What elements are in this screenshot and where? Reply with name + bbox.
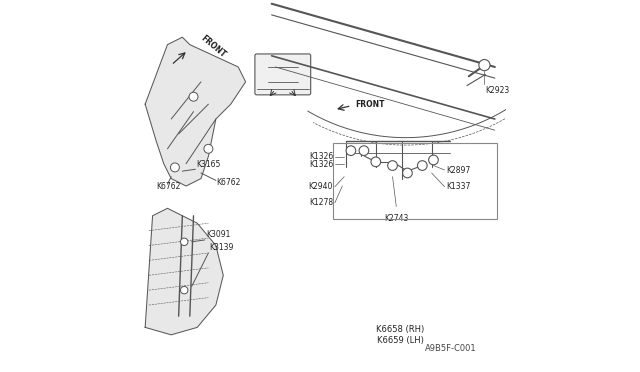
Text: A9B5F-C001: A9B5F-C001 [424, 344, 476, 353]
Text: K1278: K1278 [309, 198, 333, 207]
Circle shape [359, 146, 369, 155]
Text: K2897: K2897 [447, 166, 471, 174]
Circle shape [388, 161, 397, 170]
Bar [333, 143, 497, 219]
Text: K1337: K1337 [447, 182, 471, 191]
Text: K6762: K6762 [156, 182, 180, 191]
Text: K2923: K2923 [486, 86, 510, 94]
Polygon shape [145, 208, 223, 335]
Text: K6659 (LH): K6659 (LH) [376, 336, 424, 345]
Text: K1326: K1326 [308, 153, 333, 161]
Circle shape [429, 155, 438, 165]
Circle shape [346, 146, 356, 155]
Text: K3139: K3139 [209, 243, 234, 252]
Circle shape [417, 161, 427, 170]
Text: K6658 (RH): K6658 (RH) [376, 325, 424, 334]
Text: K1326: K1326 [308, 160, 333, 169]
Circle shape [479, 60, 490, 71]
FancyBboxPatch shape [255, 54, 310, 95]
Circle shape [170, 163, 179, 172]
Text: K3165: K3165 [196, 160, 221, 169]
Circle shape [403, 168, 412, 178]
Circle shape [180, 286, 188, 294]
Text: K3091: K3091 [206, 230, 230, 239]
Text: K6762: K6762 [216, 178, 241, 187]
Circle shape [180, 238, 188, 246]
Text: FRONT: FRONT [199, 33, 227, 60]
Text: K2743: K2743 [384, 214, 408, 223]
Polygon shape [145, 37, 246, 186]
Circle shape [189, 92, 198, 101]
Text: K2940: K2940 [308, 182, 333, 191]
Circle shape [371, 157, 381, 167]
Circle shape [204, 144, 213, 153]
Text: FRONT: FRONT [355, 100, 385, 109]
